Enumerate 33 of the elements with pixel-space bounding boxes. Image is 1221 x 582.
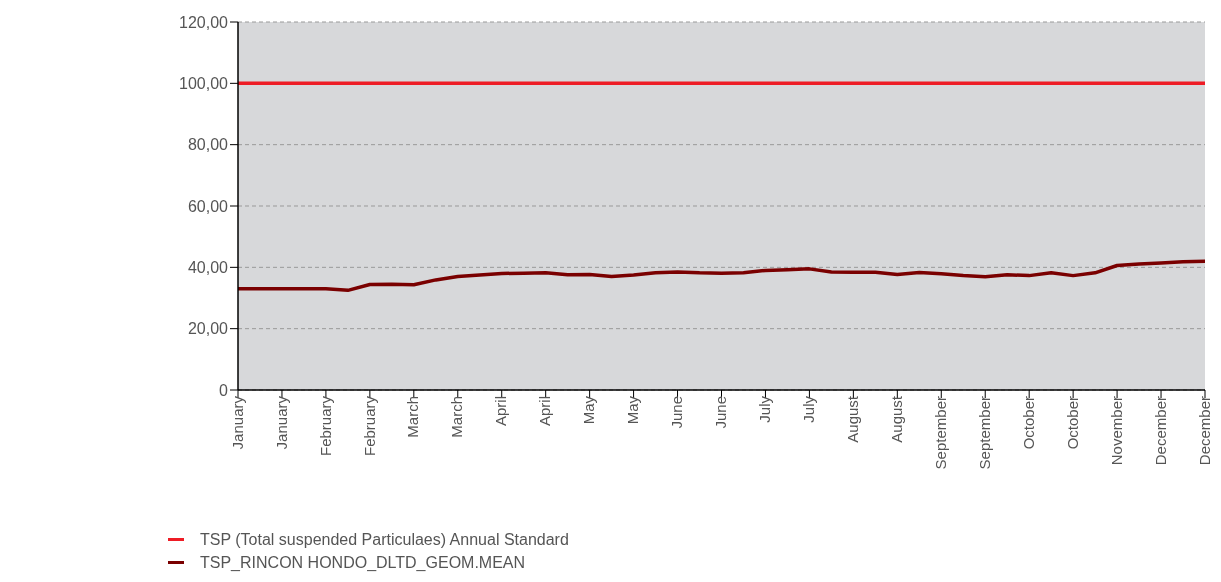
x-tick-label: August [844,395,862,443]
y-tick-label: 100,00 [179,75,229,93]
x-tick-label: September [975,396,993,470]
legend-label: TSP_RINCON HONDO_DLTD_GEOM.MEAN [200,553,526,573]
x-tick-label: September [931,396,949,470]
x-tick-label: August [887,395,905,443]
y-tick-label: 20,00 [187,320,229,338]
y-tick-label: 120,00 [179,13,229,31]
x-tick-label: February [360,395,378,457]
x-tick-label: March [404,396,422,438]
x-tick-label: May [580,395,598,425]
x-tick-label: May [624,395,642,425]
x-tick-label: June [712,396,730,429]
y-tick-label: 40,00 [187,259,229,277]
x-tick-label: July [756,395,774,423]
y-tick-label: 0 [219,381,229,399]
x-tick-label: February [316,395,334,457]
x-tick-label: November [1107,396,1125,466]
x-tick-label: March [448,396,466,438]
x-tick-label: April [536,396,554,427]
x-tick-label: July [800,395,818,423]
x-tick-label: January [272,395,290,450]
y-tick-label: 80,00 [187,136,229,154]
x-tick-label: January [228,395,246,450]
legend-label: TSP (Total suspended Particulaes) Annual Standard [200,530,569,550]
line-series [238,259,1205,293]
y-tick-label: 60,00 [187,197,229,215]
x-tick-label: October [1063,396,1081,450]
x-tick-label: December [1195,396,1213,466]
x-tick-label: October [1019,396,1037,450]
x-tick-label: April [492,396,510,427]
x-tick-label: December [1151,396,1169,466]
x-tick-label: June [668,396,686,429]
